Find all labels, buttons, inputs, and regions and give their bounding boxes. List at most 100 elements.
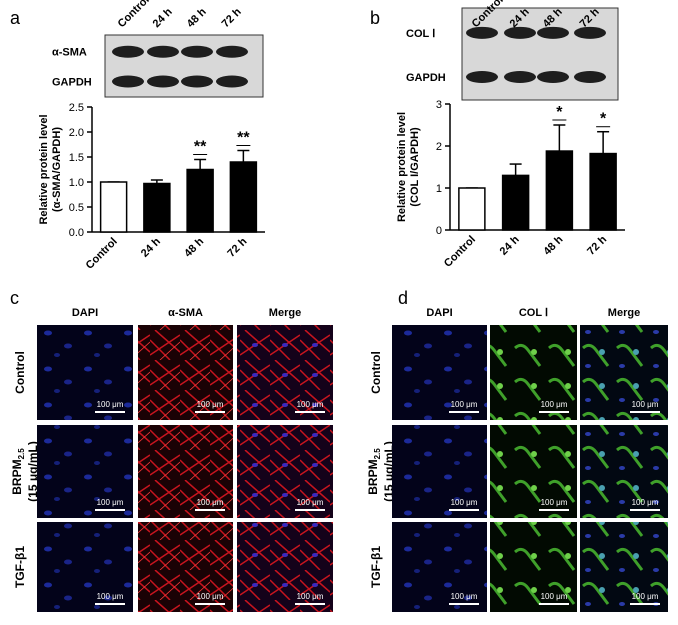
y-tick-label: 0.5 — [69, 202, 84, 214]
blot-band — [181, 45, 213, 58]
blot-band — [112, 45, 144, 58]
x-tick-label: Control — [442, 234, 478, 270]
blot-column-label: 72 h — [220, 6, 244, 30]
micrograph — [392, 325, 487, 420]
scale-bar-label: 100 μm — [197, 400, 224, 409]
blot-band — [181, 75, 213, 88]
panel-label: c — [10, 288, 19, 308]
micrograph — [37, 325, 133, 420]
bar — [229, 161, 258, 233]
blot-band — [147, 45, 179, 58]
significance-label: ** — [237, 130, 250, 147]
scale-bar-label: 100 μm — [297, 592, 324, 601]
row-label-text: TGF-β1 — [369, 546, 383, 588]
y-tick-label: 1.0 — [69, 177, 84, 189]
scale-bar-label: 100 μm — [451, 400, 478, 409]
scale-bar-label: 100 μm — [197, 592, 224, 601]
row-label-text: Control — [369, 351, 383, 394]
row-label-subscript: 2.5 — [373, 448, 382, 460]
row-label: TGF-β1 — [369, 546, 383, 588]
blot-image — [461, 7, 619, 101]
scale-bar-label: 100 μm — [632, 592, 659, 601]
micrograph — [237, 425, 333, 518]
blot-row-label: α-SMA — [52, 47, 87, 59]
scale-bar-label: 100 μm — [97, 498, 124, 507]
row-label-text: (15 μg/mL) — [26, 441, 40, 502]
micrograph — [490, 425, 577, 518]
panel-label: d — [398, 288, 408, 308]
x-tick-label: 48 h — [182, 235, 206, 259]
y-tick-label: 3 — [436, 99, 442, 111]
row-label-text: TGF-β1 — [13, 546, 27, 588]
blot-band — [537, 26, 569, 39]
scale-bar-label: 100 μm — [297, 400, 324, 409]
blot-band — [466, 26, 498, 39]
column-header: COL Ⅰ — [519, 307, 548, 319]
column-header: α-SMA — [168, 307, 203, 319]
bar — [99, 181, 128, 233]
row-label: TGF-β1 — [13, 546, 27, 588]
y-tick-label: 2.5 — [69, 102, 84, 114]
x-tick-label: 72 h — [585, 233, 609, 257]
bar — [186, 168, 214, 233]
bar — [458, 187, 486, 231]
scale-bar-label: 100 μm — [97, 400, 124, 409]
y-axis-label-line: (COL I/GAPDH) — [409, 127, 421, 207]
micrograph — [580, 522, 668, 612]
y-tick-label: 2 — [436, 141, 442, 153]
micrograph — [237, 325, 333, 420]
column-header: DAPI — [426, 307, 452, 319]
micrograph — [138, 325, 233, 420]
micrograph — [490, 325, 577, 420]
row-label: BRPM2.5(15 μg/mL) — [366, 441, 396, 502]
scale-bar-label: 100 μm — [297, 498, 324, 507]
y-tick-label: 1 — [436, 183, 442, 195]
blot-band — [466, 71, 498, 83]
bar — [589, 152, 617, 231]
x-tick-label: 24 h — [139, 235, 163, 259]
panel-label: a — [10, 8, 21, 28]
blot-band — [216, 75, 248, 88]
micrograph — [37, 522, 133, 612]
bar — [143, 182, 171, 233]
y-tick-label: 0.0 — [69, 227, 84, 239]
row-label: BRPM2.5(15 μg/mL) — [10, 441, 40, 502]
row-label-text: Control — [13, 351, 27, 394]
significance-label: * — [600, 111, 607, 128]
micrograph — [138, 522, 233, 612]
significance-label: ** — [194, 139, 207, 156]
micrograph — [392, 425, 487, 518]
bar — [501, 174, 530, 231]
blot-band — [216, 45, 248, 58]
y-axis-label: Relative protein level(α-SMA/GAPDH) — [38, 114, 63, 224]
scale-bar-label: 100 μm — [541, 592, 568, 601]
bar — [545, 150, 574, 231]
column-header: Merge — [608, 307, 640, 319]
micrograph — [138, 425, 233, 518]
blot-row-label: GAPDH — [52, 77, 92, 89]
micrograph — [237, 522, 333, 612]
y-axis-label: Relative protein level(COL I/GAPDH) — [396, 112, 421, 222]
x-tick-label: 24 h — [498, 233, 522, 257]
y-tick-label: 2.0 — [69, 127, 84, 139]
y-axis-label-line: Relative protein level — [38, 114, 50, 224]
blot-column-label: 24 h — [151, 6, 175, 30]
blot-band — [147, 75, 179, 88]
micrograph — [490, 522, 577, 612]
row-label-text: BRPM — [10, 459, 24, 494]
y-axis-label-line: Relative protein level — [396, 112, 408, 222]
row-label-subscript: 2.5 — [17, 448, 26, 460]
scale-bar-label: 100 μm — [197, 498, 224, 507]
blot-band — [574, 26, 606, 39]
blot-column-label: Control — [116, 0, 152, 30]
scale-bar-label: 100 μm — [632, 498, 659, 507]
row-label: Control — [369, 351, 383, 394]
x-tick-label: 48 h — [541, 233, 565, 257]
x-tick-label: Control — [84, 236, 120, 272]
blot-band — [112, 75, 144, 88]
blot-image — [104, 34, 264, 98]
y-tick-label: 1.5 — [69, 152, 84, 164]
micrograph — [392, 522, 487, 612]
blot-column-label: 48 h — [185, 6, 209, 30]
